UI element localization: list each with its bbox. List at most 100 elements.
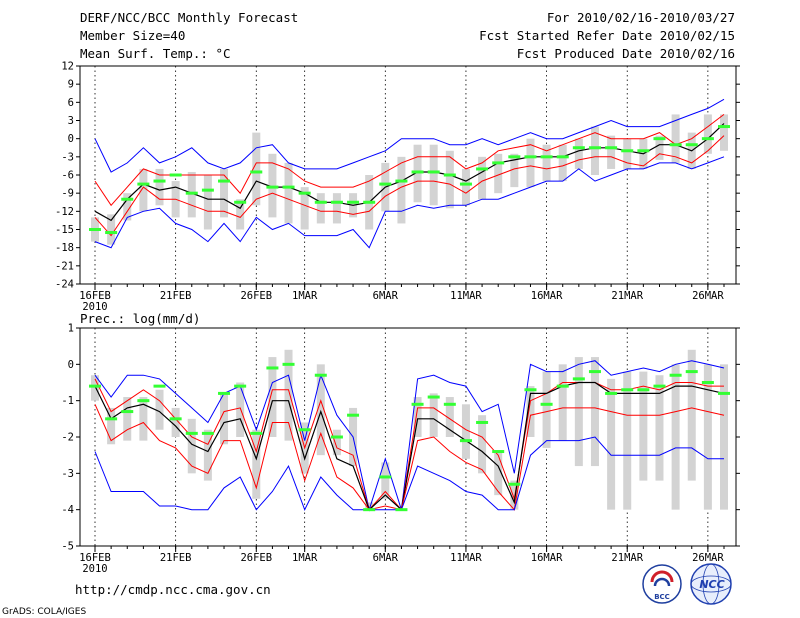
temp-xtick-label: 26FEB (240, 290, 272, 302)
temp-median-day-29 (540, 155, 553, 159)
temp-box-day-37 (671, 114, 680, 163)
temp-ytick-label: -21 (55, 260, 74, 272)
member-size-label: Member Size=40 (80, 28, 185, 43)
temp-median-day-12 (266, 185, 279, 189)
temp-xtick-label: 6MAR (373, 290, 399, 302)
temp-box-day-14 (300, 187, 309, 230)
temp-median-day-16 (330, 200, 343, 204)
bcc-logo: BCC (642, 564, 682, 604)
temp-median-day-2 (105, 231, 118, 235)
precip-median-day-7 (185, 431, 198, 435)
temp-box-day-39 (703, 114, 712, 154)
temp-ytick-label: 12 (61, 61, 74, 73)
precip-median-day-20 (395, 508, 408, 512)
temp-box-day-2 (107, 214, 116, 245)
precip-series-upper (94, 378, 724, 511)
precip-median-day-14 (298, 428, 311, 432)
temp-box-day-20 (397, 156, 406, 224)
precip-median-day-11 (250, 431, 263, 435)
precip-median-day-40 (718, 391, 730, 395)
source-url[interactable]: http://cmdp.ncc.cma.gov.cn (75, 582, 271, 597)
precip-xtick-label: 6MAR (373, 552, 399, 564)
temp-ytick-label: -3 (61, 151, 74, 163)
temp-box-day-13 (284, 162, 293, 224)
temp-median-day-10 (234, 200, 247, 204)
temp-xtick-label: 11MAR (450, 290, 482, 302)
figure-title: DERF/NCC/BCC Monthly Forecast (80, 10, 298, 25)
precip-box-day-16 (332, 429, 341, 456)
temp-series-mean (94, 123, 725, 222)
temp-box-day-29 (542, 144, 551, 182)
precip-ytick-label: -1 (61, 395, 74, 407)
temp-median-day-23 (443, 173, 456, 177)
temp-box-day-3 (123, 193, 132, 221)
temp-median-day-28 (524, 155, 537, 159)
temp-ytick-label: 9 (68, 79, 74, 91)
precip-xtick-label: 26FEB (240, 552, 272, 564)
precip-box-day-26 (494, 451, 503, 496)
precip-median-day-18 (363, 508, 376, 512)
temp-box-day-8 (203, 175, 212, 230)
precip-box-day-25 (478, 415, 487, 474)
precip-ytick-label: -2 (61, 432, 74, 444)
precip-median-day-38 (685, 370, 698, 374)
temp-median-day-6 (169, 173, 182, 177)
precip-median-day-10 (234, 384, 247, 388)
bcc-logo-text: BCC (654, 593, 670, 601)
temp-median-day-24 (459, 182, 472, 186)
precip-median-day-2 (105, 417, 118, 421)
temp-median-day-9 (218, 179, 231, 183)
precip-box-day-31 (574, 357, 583, 467)
temp-median-day-34 (621, 149, 634, 153)
temp-median-day-13 (282, 185, 295, 189)
temp-median-day-31 (572, 146, 585, 150)
precip-box-day-22 (429, 393, 438, 437)
forecast-start-date: Fcst Started Refer Date 2010/02/15 (479, 28, 735, 43)
temp-median-day-20 (395, 179, 408, 183)
temp-median-day-30 (556, 155, 569, 159)
precip-xtick-label: 11MAR (450, 552, 482, 564)
precip-median-day-35 (637, 388, 650, 392)
precip-box-day-27 (510, 480, 519, 510)
precip-median-day-37 (669, 373, 682, 377)
temp-box-day-23 (445, 150, 454, 209)
temp-box-day-40 (720, 114, 728, 151)
precip-median-day-21 (411, 402, 424, 406)
precip-median-day-13 (282, 362, 295, 366)
temp-ytick-label: -9 (61, 188, 74, 200)
precip-median-day-34 (621, 388, 634, 392)
precip-ytick-label: -5 (61, 541, 74, 553)
precip-ytick-label: -4 (61, 504, 74, 516)
precip-median-day-39 (701, 381, 714, 384)
grads-credit: GrADS: COLA/IGES (2, 607, 86, 617)
precip-box-day-23 (445, 397, 454, 437)
precip-box-day-3 (123, 397, 132, 441)
temp-box-day-31 (574, 138, 583, 169)
precip-series-lower (94, 404, 725, 511)
precip-median-day-15 (314, 373, 327, 377)
temp-median-day-1 (89, 228, 101, 231)
temp-median-day-19 (379, 182, 392, 186)
temp-box-day-34 (623, 138, 632, 169)
precip-median-day-16 (330, 435, 343, 439)
precip-box-day-1 (91, 375, 99, 401)
precip-box-day-9 (220, 393, 229, 445)
precip-box-day-11 (252, 429, 261, 499)
precip-median-day-17 (347, 413, 360, 417)
precip-median-day-19 (379, 475, 392, 479)
temp-median-day-22 (427, 170, 440, 174)
precip-median-day-8 (201, 431, 214, 435)
precip-ytick-label: 0 (68, 359, 74, 371)
precip-box-day-18 (365, 502, 374, 510)
precip-box-day-39 (703, 364, 712, 510)
temp-median-day-3 (121, 197, 134, 201)
precip-box-day-8 (203, 429, 212, 481)
temp-xtick-label: 21FEB (160, 290, 192, 302)
precip-ytick-label: -3 (61, 468, 74, 480)
precip-median-day-26 (492, 450, 505, 454)
precip-box-day-34 (623, 371, 632, 510)
precip-xtick-label: 21FEB (160, 552, 192, 564)
temp-ytick-label: -24 (55, 279, 74, 291)
temp-box-day-24 (461, 168, 470, 206)
precip-median-day-6 (169, 417, 182, 421)
